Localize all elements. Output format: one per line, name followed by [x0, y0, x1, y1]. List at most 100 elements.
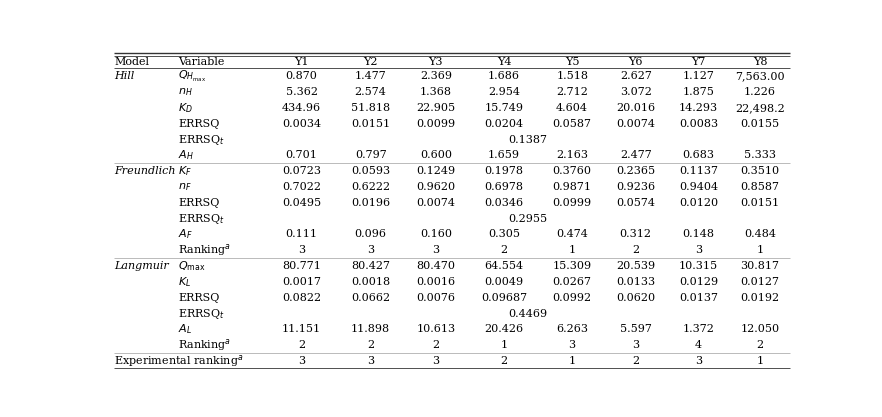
Text: 0.312: 0.312: [620, 229, 652, 239]
Text: 2: 2: [500, 356, 507, 366]
Text: ERRSQ$_t$: ERRSQ$_t$: [178, 306, 226, 321]
Text: 0.2955: 0.2955: [508, 214, 547, 224]
Text: 0.0127: 0.0127: [741, 277, 780, 287]
Text: 0.9620: 0.9620: [416, 182, 455, 192]
Text: 0.0992: 0.0992: [553, 293, 592, 303]
Text: 3: 3: [569, 340, 576, 350]
Text: 0.0662: 0.0662: [351, 293, 390, 303]
Text: 0.9871: 0.9871: [553, 182, 592, 192]
Text: 3: 3: [367, 356, 374, 366]
Text: 10.613: 10.613: [416, 324, 455, 334]
Text: 2.712: 2.712: [557, 87, 588, 97]
Text: 15.749: 15.749: [484, 103, 523, 113]
Text: 0.0620: 0.0620: [617, 293, 655, 303]
Text: 2.369: 2.369: [420, 71, 452, 81]
Text: 2.954: 2.954: [488, 87, 520, 97]
Text: ERRSQ: ERRSQ: [178, 293, 220, 303]
Text: 0.096: 0.096: [355, 229, 386, 239]
Text: 3: 3: [298, 245, 305, 255]
Text: 0.0129: 0.0129: [679, 277, 718, 287]
Text: 0.0083: 0.0083: [679, 119, 718, 129]
Text: 1.875: 1.875: [683, 87, 714, 97]
Text: 0.0151: 0.0151: [741, 198, 780, 208]
Text: 0.0574: 0.0574: [617, 198, 655, 208]
Text: 0.0099: 0.0099: [416, 119, 455, 129]
Text: 0.0016: 0.0016: [416, 277, 455, 287]
Text: 0.701: 0.701: [286, 151, 318, 161]
Text: 0.0137: 0.0137: [679, 293, 718, 303]
Text: 2: 2: [432, 340, 439, 350]
Text: 0.0267: 0.0267: [553, 277, 592, 287]
Text: 1.518: 1.518: [557, 71, 588, 81]
Text: $A_{H}$: $A_{H}$: [178, 148, 194, 162]
Text: 434.96: 434.96: [282, 103, 321, 113]
Text: 3: 3: [298, 356, 305, 366]
Text: 0.0192: 0.0192: [741, 293, 780, 303]
Text: 0.0074: 0.0074: [617, 119, 655, 129]
Text: 0.484: 0.484: [744, 229, 776, 239]
Text: 0.8587: 0.8587: [741, 182, 780, 192]
Text: 0.1387: 0.1387: [508, 135, 547, 145]
Text: Model: Model: [114, 58, 149, 68]
Text: 5.362: 5.362: [286, 87, 318, 97]
Text: 0.6222: 0.6222: [351, 182, 390, 192]
Text: 80.470: 80.470: [416, 261, 455, 271]
Text: 0.6978: 0.6978: [484, 182, 523, 192]
Text: 80.771: 80.771: [282, 261, 321, 271]
Text: 0.9404: 0.9404: [679, 182, 718, 192]
Text: 3: 3: [432, 356, 439, 366]
Text: 0.0120: 0.0120: [679, 198, 718, 208]
Text: 2: 2: [632, 356, 639, 366]
Text: 1.659: 1.659: [488, 151, 520, 161]
Text: ERRSQ: ERRSQ: [178, 198, 220, 208]
Text: 30.817: 30.817: [741, 261, 780, 271]
Text: 0.305: 0.305: [488, 229, 520, 239]
Text: Freundlich: Freundlich: [114, 166, 176, 176]
Text: 64.554: 64.554: [484, 261, 524, 271]
Text: 1.368: 1.368: [420, 87, 452, 97]
Text: ERRSQ$_t$: ERRSQ$_t$: [178, 133, 226, 147]
Text: $A_{F}$: $A_{F}$: [178, 228, 193, 241]
Text: 20.426: 20.426: [484, 324, 524, 334]
Text: 2: 2: [757, 340, 764, 350]
Text: 4.604: 4.604: [557, 103, 588, 113]
Text: $n_{F}$: $n_{F}$: [178, 181, 192, 193]
Text: 1.226: 1.226: [744, 87, 776, 97]
Text: 0.870: 0.870: [286, 71, 318, 81]
Text: 0.3510: 0.3510: [741, 166, 780, 176]
Text: 20.539: 20.539: [617, 261, 655, 271]
Text: 3: 3: [695, 356, 702, 366]
Text: 1.127: 1.127: [683, 71, 714, 81]
Text: $n_{H}$: $n_{H}$: [178, 86, 193, 98]
Text: 0.0204: 0.0204: [484, 119, 524, 129]
Text: ERRSQ$_t$: ERRSQ$_t$: [178, 212, 226, 226]
Text: 2: 2: [367, 340, 374, 350]
Text: Y5: Y5: [564, 58, 579, 68]
Text: 0.0196: 0.0196: [351, 198, 390, 208]
Text: $K_{D}$: $K_{D}$: [178, 101, 193, 115]
Text: 2.477: 2.477: [620, 151, 652, 161]
Text: 4: 4: [695, 340, 702, 350]
Text: 0.7022: 0.7022: [282, 182, 321, 192]
Text: 1: 1: [500, 340, 507, 350]
Text: 1.477: 1.477: [355, 71, 386, 81]
Text: 0.0593: 0.0593: [351, 166, 390, 176]
Text: 0.0822: 0.0822: [282, 293, 321, 303]
Text: Ranking$^{a}$: Ranking$^{a}$: [178, 337, 232, 353]
Text: 10.315: 10.315: [679, 261, 718, 271]
Text: 2.574: 2.574: [355, 87, 386, 97]
Text: 0.0017: 0.0017: [282, 277, 321, 287]
Text: 14.293: 14.293: [679, 103, 718, 113]
Text: 1: 1: [569, 356, 576, 366]
Text: 0.0151: 0.0151: [351, 119, 390, 129]
Text: 22,498.2: 22,498.2: [736, 103, 785, 113]
Text: 2: 2: [298, 340, 305, 350]
Text: 0.9236: 0.9236: [617, 182, 655, 192]
Text: $K_{L}$: $K_{L}$: [178, 275, 191, 289]
Text: 0.0133: 0.0133: [617, 277, 655, 287]
Text: 0.0076: 0.0076: [416, 293, 455, 303]
Text: 0.148: 0.148: [683, 229, 714, 239]
Text: Y3: Y3: [429, 58, 443, 68]
Text: 11.151: 11.151: [282, 324, 321, 334]
Text: 5.333: 5.333: [744, 151, 776, 161]
